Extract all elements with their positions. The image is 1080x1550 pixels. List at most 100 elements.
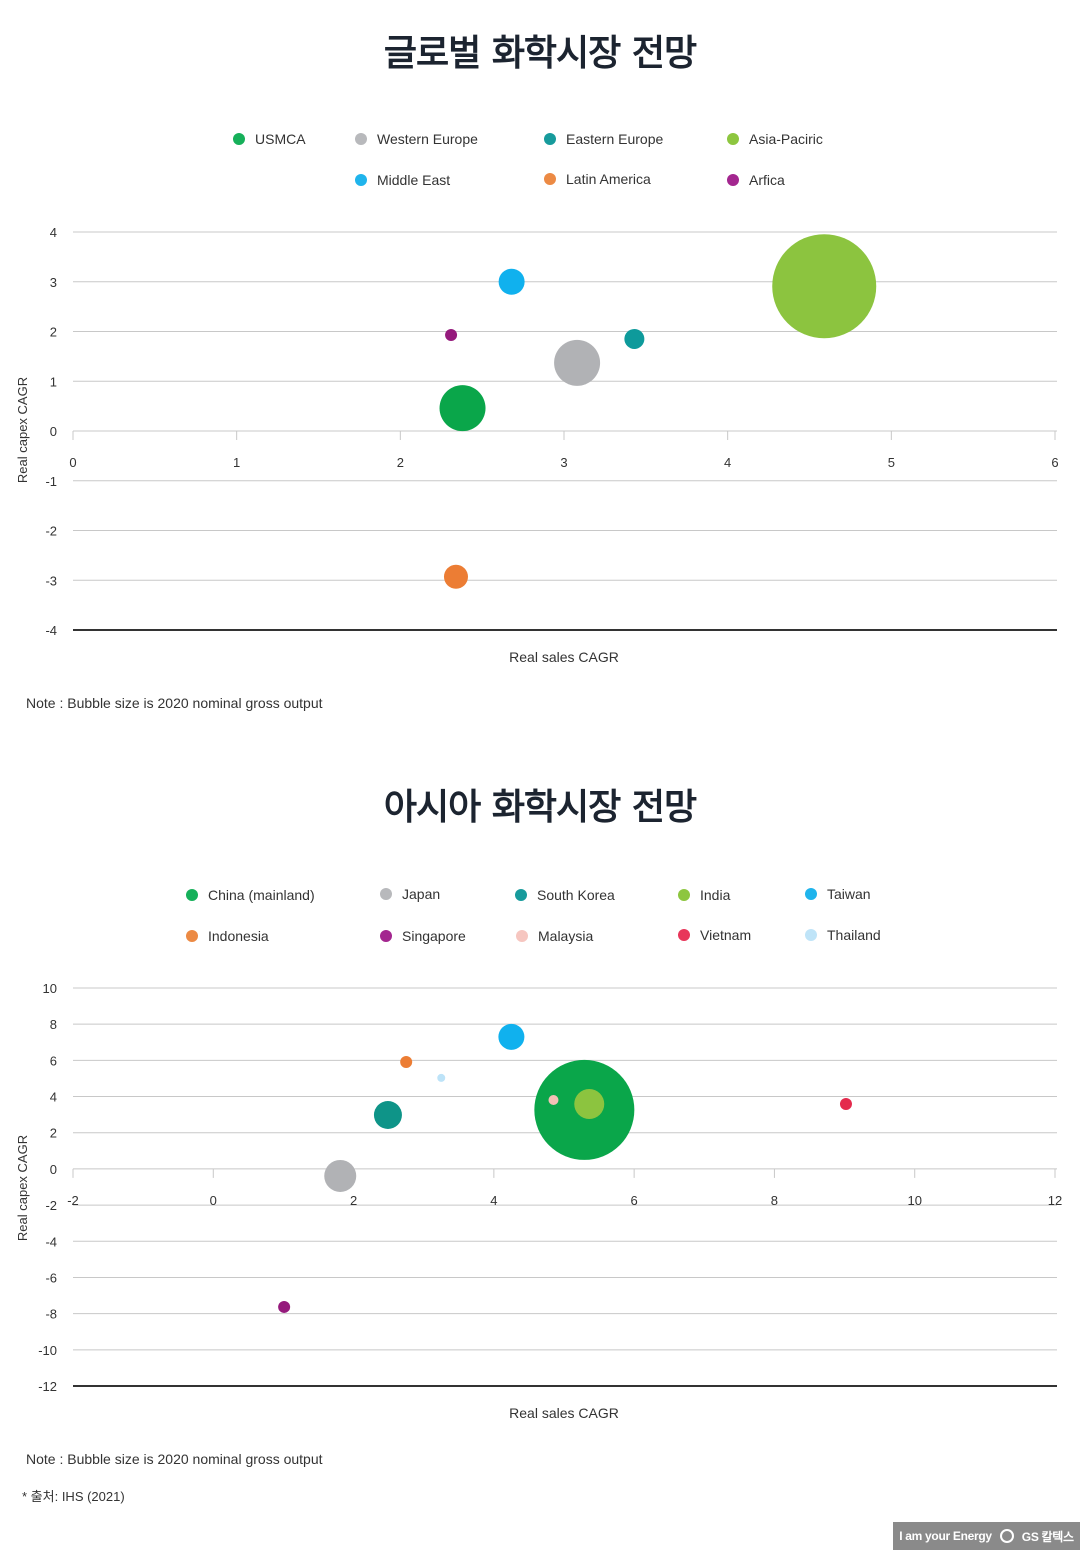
svg-text:-2: -2 (45, 524, 57, 539)
svg-text:10: 10 (907, 1193, 921, 1208)
bubble-thailand (437, 1073, 446, 1082)
svg-text:-4: -4 (45, 623, 57, 638)
legend-dot-icon (233, 133, 245, 145)
svg-text:Real sales CAGR: Real sales CAGR (509, 649, 619, 665)
svg-text:0: 0 (50, 1162, 57, 1177)
legend-item: Latin America (544, 171, 651, 187)
svg-text:-1: -1 (45, 474, 57, 489)
svg-text:2: 2 (350, 1193, 357, 1208)
svg-text:-3: -3 (45, 573, 57, 588)
bubble-western-europe (554, 339, 601, 386)
svg-text:-4: -4 (45, 1234, 57, 1249)
svg-text:Real sales CAGR: Real sales CAGR (509, 1405, 619, 1421)
legend-dot-icon (515, 889, 527, 901)
legend-label: Japan (402, 886, 441, 902)
bubble-usmca (439, 385, 486, 432)
legend-dot-icon (678, 889, 690, 901)
legend-label: Arfica (749, 172, 785, 188)
bubble-indonesia (400, 1055, 413, 1068)
svg-text:2: 2 (50, 1126, 57, 1141)
svg-text:8: 8 (50, 1017, 57, 1032)
svg-text:4: 4 (50, 1090, 57, 1105)
svg-text:3: 3 (50, 275, 57, 290)
legend-label: Middle East (377, 172, 451, 188)
legend-label: Western Europe (377, 131, 478, 147)
svg-text:-2: -2 (45, 1198, 57, 1213)
legend-label: Eastern Europe (566, 131, 664, 147)
gs-logo-icon (999, 1529, 1014, 1543)
legend-dot-icon (186, 889, 198, 901)
bubble-taiwan (498, 1023, 525, 1050)
legend-item: Indonesia (186, 928, 269, 944)
legend-label: India (700, 887, 731, 903)
bubble-japan (324, 1159, 357, 1192)
svg-text:12: 12 (1048, 1193, 1062, 1208)
legend-label: Singapore (402, 928, 466, 944)
legend-dot-icon (380, 930, 392, 942)
source-note: * 출처: IHS (2021) (22, 1489, 125, 1504)
legend-item: Middle East (355, 172, 450, 188)
svg-text:-8: -8 (45, 1307, 57, 1322)
bubble-india (574, 1088, 605, 1119)
bubble-singapore (278, 1300, 291, 1313)
legend-dot-icon (544, 133, 556, 145)
svg-text:Real capex CAGR: Real capex CAGR (15, 1135, 30, 1241)
legend-dot-icon (516, 930, 528, 942)
brand-slogan: I am your Energy (899, 1529, 992, 1543)
legend-label: Latin America (566, 171, 651, 187)
chart1-title: 글로벌 화학시장 전망 (383, 33, 697, 74)
legend-item: Japan (380, 886, 440, 902)
chart2-title: 아시아 화학시장 전망 (383, 787, 697, 828)
svg-text:-6: -6 (45, 1270, 57, 1285)
legend-dot-icon (186, 930, 198, 942)
legend-label: Malaysia (538, 928, 594, 944)
legend-dot-icon (727, 133, 739, 145)
svg-text:4: 4 (724, 455, 731, 470)
legend-dot-icon (544, 173, 556, 185)
svg-text:4: 4 (490, 1193, 497, 1208)
svg-text:3: 3 (560, 455, 567, 470)
legend-item: Asia-Paciric (727, 131, 823, 147)
legend-item: Vietnam (678, 927, 751, 943)
legend-item: India (678, 887, 730, 903)
legend-dot-icon (805, 888, 817, 900)
legend-label: Indonesia (208, 928, 269, 944)
legend-item: China (mainland) (186, 887, 315, 903)
bubble-eastern-europe (624, 328, 645, 349)
svg-text:-10: -10 (38, 1343, 57, 1358)
legend-dot-icon (805, 929, 817, 941)
svg-text:6: 6 (1051, 455, 1058, 470)
legend-dot-icon (380, 888, 392, 900)
bubble-asia-paciric (772, 234, 877, 339)
legend-label: Vietnam (700, 927, 752, 943)
svg-text:8: 8 (771, 1193, 778, 1208)
svg-text:0: 0 (69, 455, 76, 470)
legend-item: Singapore (380, 928, 466, 944)
bubble-latin-america (443, 564, 468, 589)
svg-text:1: 1 (50, 374, 57, 389)
legend-dot-icon (355, 174, 367, 186)
svg-text:6: 6 (50, 1053, 57, 1068)
legend-item: South Korea (515, 887, 615, 903)
legend-label: Asia-Paciric (749, 131, 823, 147)
bubble-malaysia (548, 1094, 559, 1105)
svg-text:2: 2 (50, 325, 57, 340)
svg-text:2: 2 (397, 455, 404, 470)
svg-text:5: 5 (888, 455, 895, 470)
legend-label: Taiwan (827, 886, 871, 902)
brand-logo: GS 칼텍스 (1021, 1529, 1074, 1544)
svg-text:10: 10 (43, 981, 57, 996)
legend-label: Thailand (827, 927, 881, 943)
brand-badge: I am your Energy GS 칼텍스 (893, 1522, 1080, 1550)
bubble-south-korea (373, 1100, 402, 1129)
legend-item: Malaysia (516, 928, 593, 944)
legend-dot-icon (678, 929, 690, 941)
bubble-vietnam (839, 1097, 852, 1110)
legend-label: USMCA (255, 131, 306, 147)
legend-dot-icon (727, 174, 739, 186)
legend-item: Thailand (805, 927, 881, 943)
bubble-middle-east (498, 268, 525, 295)
legend-dot-icon (355, 133, 367, 145)
chart1-plot: 4 3 2 1 0 -1 -2 -3 -4 0 1 2 3 4 5 6 Real sales CAGR Real … (15, 225, 1059, 665)
chart2-plot: 10 8 6 4 2 0 -2 -4 -6 -8 -10 -12 -2 0 2 4 6 8 10 12 Real sal… (15, 981, 1062, 1421)
